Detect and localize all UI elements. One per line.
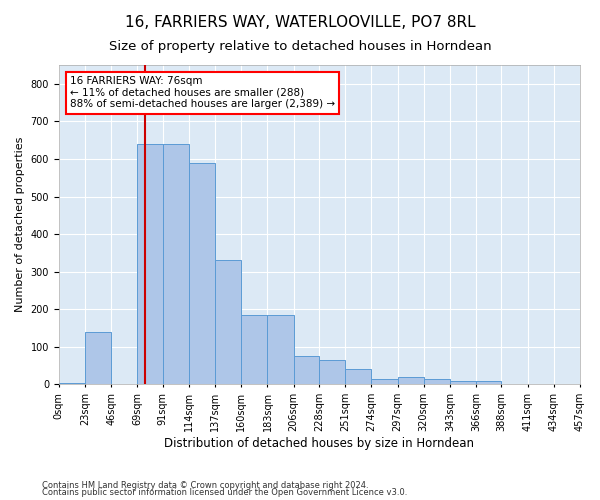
Bar <box>59 382 85 384</box>
Text: Contains HM Land Registry data © Crown copyright and database right 2024.: Contains HM Land Registry data © Crown c… <box>42 480 368 490</box>
Text: Size of property relative to detached houses in Horndean: Size of property relative to detached ho… <box>109 40 491 53</box>
Bar <box>215 260 241 384</box>
Text: 16, FARRIERS WAY, WATERLOOVILLE, PO7 8RL: 16, FARRIERS WAY, WATERLOOVILLE, PO7 8RL <box>125 15 475 30</box>
Bar <box>450 380 476 384</box>
Bar <box>371 379 398 384</box>
Text: 16 FARRIERS WAY: 76sqm
← 11% of detached houses are smaller (288)
88% of semi-de: 16 FARRIERS WAY: 76sqm ← 11% of detached… <box>70 76 335 110</box>
Bar <box>398 377 424 384</box>
Bar <box>85 332 111 384</box>
Text: Contains public sector information licensed under the Open Government Licence v3: Contains public sector information licen… <box>42 488 407 497</box>
Bar <box>476 380 502 384</box>
Bar <box>189 162 215 384</box>
Bar <box>345 370 371 384</box>
Bar <box>268 315 294 384</box>
Bar <box>294 356 319 384</box>
Bar <box>424 379 450 384</box>
Y-axis label: Number of detached properties: Number of detached properties <box>15 137 25 312</box>
Bar <box>137 144 163 384</box>
Bar <box>319 360 345 384</box>
X-axis label: Distribution of detached houses by size in Horndean: Distribution of detached houses by size … <box>164 437 475 450</box>
Bar <box>241 315 268 384</box>
Bar <box>163 144 189 384</box>
